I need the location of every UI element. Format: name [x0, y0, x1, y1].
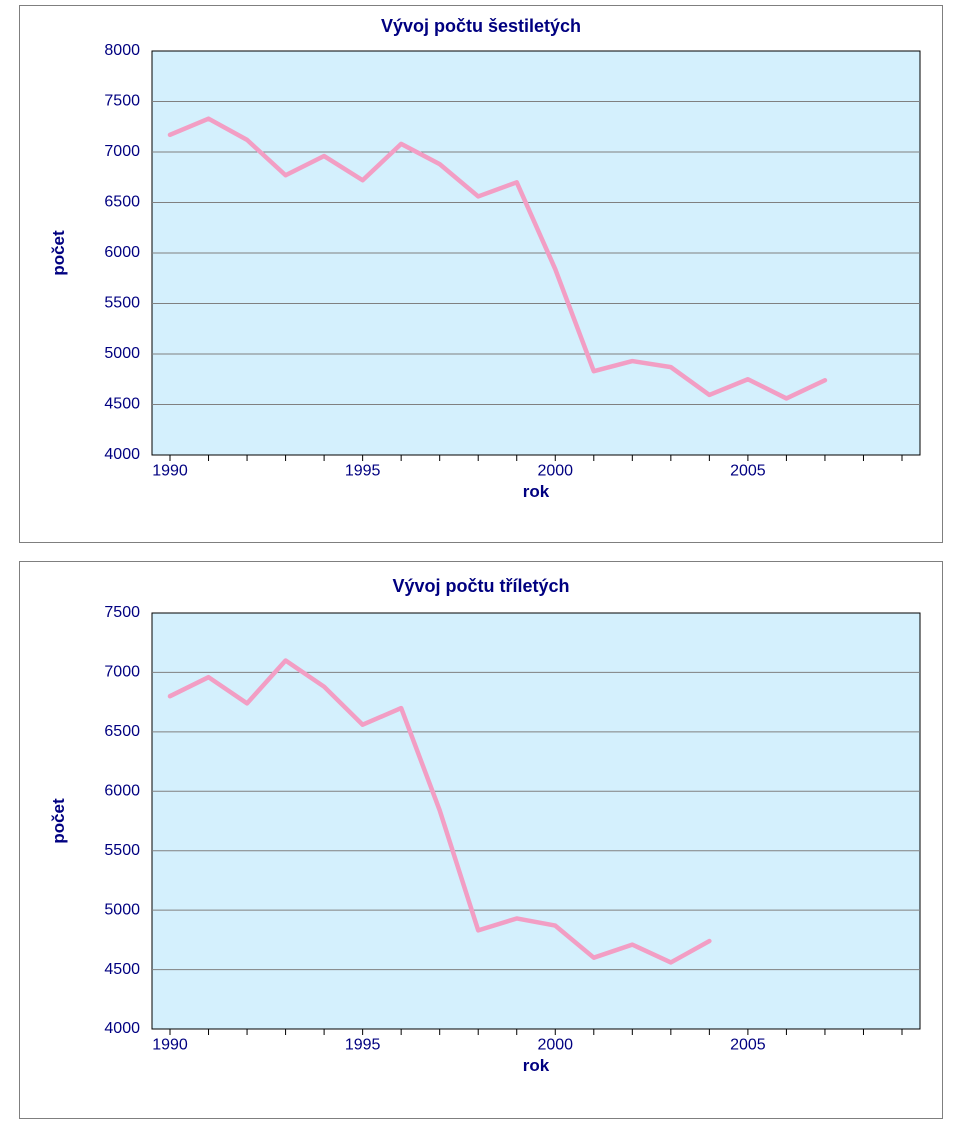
x-axis-label: rok: [523, 1056, 550, 1075]
y-tick-label: 7500: [104, 604, 140, 621]
x-tick-label: 2000: [537, 462, 573, 479]
chart-panel-2: Vývoj počtu tříletých 4000 4500 5000 5500 60…: [19, 561, 943, 1119]
page: Vývoj počtu šestiletých 4000 4500 5000 5500…: [0, 0, 960, 1123]
chart-svg-2: 4000 4500 5000 5500 6000 6500 7000 7500 počet 199…: [20, 601, 944, 1119]
y-tick-label: 7000: [104, 664, 140, 681]
y-tick-label: 5000: [104, 901, 140, 918]
x-tick-label: 1995: [345, 462, 381, 479]
y-tick-label: 8000: [104, 42, 140, 59]
y-tick-label: 4500: [104, 396, 140, 413]
y-tick-label: 4000: [104, 446, 140, 463]
y-tick-label: 4500: [104, 961, 140, 978]
y-tick-label: 6500: [104, 194, 140, 211]
y-axis-label: počet: [49, 230, 68, 276]
y-tick-label: 5500: [104, 295, 140, 312]
x-tick-label: 1990: [152, 1036, 188, 1053]
y-tick-label: 7000: [104, 143, 140, 160]
x-axis-label: rok: [523, 482, 550, 501]
x-tick-label: 1990: [152, 462, 188, 479]
x-tick-label: 2005: [730, 1036, 766, 1053]
y-tick-label: 5500: [104, 842, 140, 859]
x-tick-label: 1995: [345, 1036, 381, 1053]
chart-title-2: Vývoj počtu tříletých: [20, 562, 942, 601]
y-tick-label: 5000: [104, 345, 140, 362]
x-tick-label: 2000: [537, 1036, 573, 1053]
y-tick-label: 6000: [104, 783, 140, 800]
chart-panel-1: Vývoj počtu šestiletých 4000 4500 5000 5500…: [19, 5, 943, 543]
chart-svg-1: 4000 4500 5000 5500 6000 6500 7000 7500 8000 poče…: [20, 41, 944, 541]
chart-title-1: Vývoj počtu šestiletých: [20, 6, 942, 41]
x-tick-label: 2005: [730, 462, 766, 479]
y-tick-label: 4000: [104, 1020, 140, 1037]
y-tick-label: 6500: [104, 723, 140, 740]
y-axis-label: počet: [49, 798, 68, 844]
y-tick-label: 7500: [104, 93, 140, 110]
y-tick-label: 6000: [104, 244, 140, 261]
